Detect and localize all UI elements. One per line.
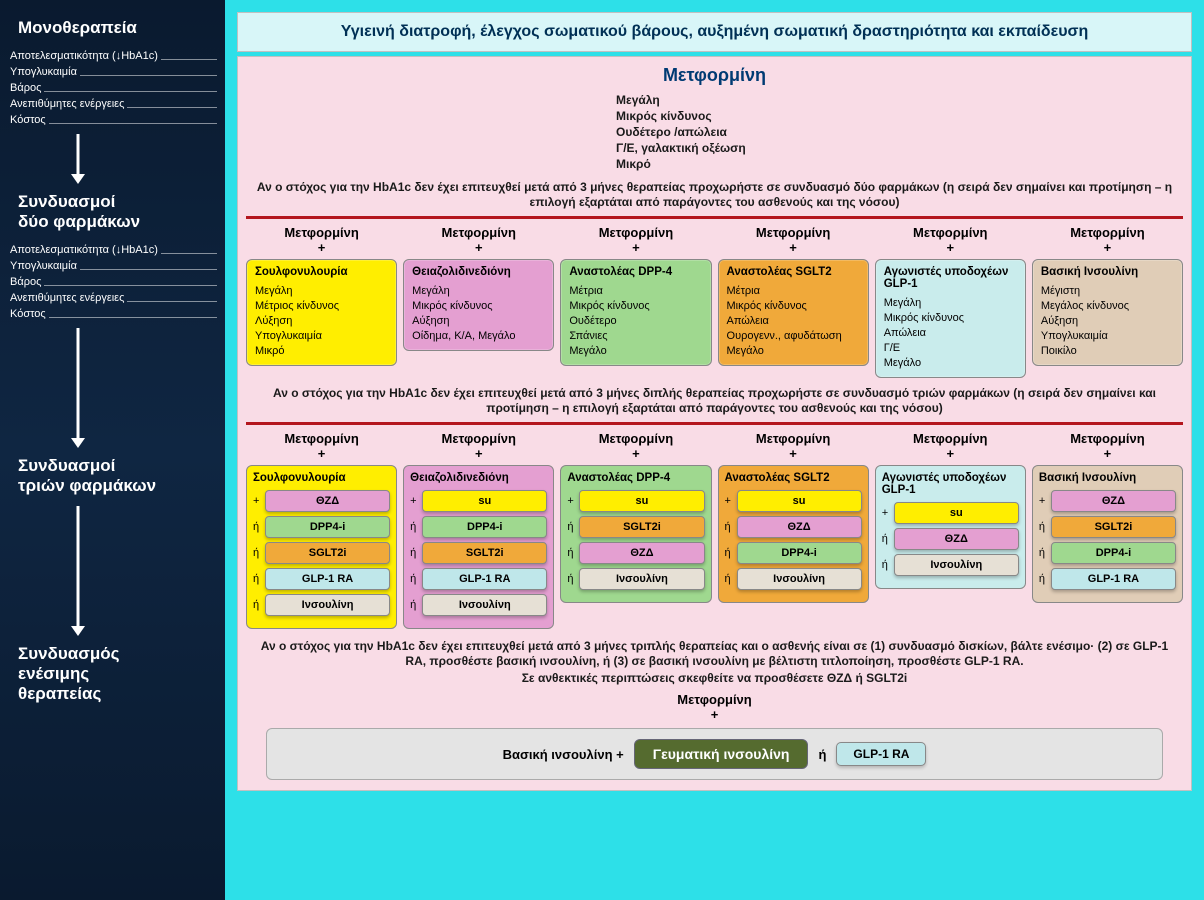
pill-glp1: GLP-1 RA	[1051, 568, 1176, 590]
attrs-block-2: Αποτελεσματικότητα (↓HbA1c) Υπογλυκαιμία…	[10, 242, 217, 322]
note-inject-b: Σε ανθεκτικές περιπτώσεις σκεφθείτε να π…	[256, 671, 1173, 686]
stage-3-title-b: τριών φαρμάκων	[18, 476, 217, 496]
triple-sglt2: Αναστολέας SGLT2 +su ήΘΖΔ ήDPP4-i ήΙνσου…	[718, 465, 869, 603]
page-root: Μονοθεραπεία Αποτελεσματικότητα (↓HbA1c)…	[0, 0, 1204, 900]
pill-tzd: ΘΖΔ	[1051, 490, 1176, 512]
note-inject-a: Αν ο στόχος για την HbA1c δεν έχει επιτε…	[256, 639, 1173, 669]
stage-1-title: Μονοθεραπεία	[18, 18, 217, 38]
pill-tzd: ΘΖΔ	[894, 528, 1019, 550]
card-tzd: Θειαζολιδινεδιόνη Μεγάλη Μικρός κίνδυνος…	[403, 259, 554, 351]
stage-3-title-a: Συνδυασμοί	[18, 456, 217, 476]
stage-4-title-c: θεραπείας	[18, 684, 217, 704]
pill-ins: Ινσουλίνη	[265, 594, 390, 616]
pill-prandial: Γευματική ινσουλίνη	[634, 739, 809, 769]
stage-2-title-b: δύο φαρμάκων	[18, 212, 217, 232]
triple-row: Σουλφονυλουρία +ΘΖΔ ήDPP4-i ήSGLT2i ήGLP…	[246, 461, 1183, 629]
metformin-attrs: Μεγάλη Μικρός κίνδυνος Ουδέτερο /απώλεια…	[616, 92, 1183, 172]
attr-cost: Κόστος	[10, 112, 46, 128]
divider	[246, 422, 1183, 425]
pill-glp1: GLP-1 RA	[265, 568, 390, 590]
card-glp1: Αγωνιστές υποδοχέων GLP-1 Μεγάλη Μικρός …	[875, 259, 1026, 378]
card-insulin: Βασική Ινσουλίνη Μέγιστη Μεγάλος κίνδυνο…	[1032, 259, 1183, 366]
dual-headers: Μετφορμίνη+ Μετφορμίνη+ Μετφορμίνη+ Μετφ…	[246, 225, 1183, 255]
pill-ins: Ινσουλίνη	[579, 568, 704, 590]
pill-sglt2: SGLT2i	[1051, 516, 1176, 538]
stage-4-title-b: ενέσιμης	[18, 664, 217, 684]
divider	[246, 216, 1183, 219]
attr-efficacy: Αποτελεσματικότητα (↓HbA1c)	[10, 48, 158, 64]
pill-su: su	[422, 490, 547, 512]
dual-row: Σουλφονυλουρία Μεγάλη Μέτριος κίνδυνος Λ…	[246, 255, 1183, 378]
pill-dpp4: DPP4-i	[737, 542, 862, 564]
pill-su: su	[894, 502, 1019, 524]
pill-tzd: ΘΖΔ	[579, 542, 704, 564]
pill-glp1: GLP-1 RA	[422, 568, 547, 590]
pill-sglt2: SGLT2i	[579, 516, 704, 538]
arrow-down-icon	[68, 134, 88, 184]
card-su: Σουλφονυλουρία Μεγάλη Μέτριος κίνδυνος Λ…	[246, 259, 397, 366]
inject-box: Βασική ινσουλίνη + Γευματική ινσουλίνη ή…	[266, 728, 1163, 780]
triple-dpp4: Αναστολέας DPP-4 +su ήSGLT2i ήΘΖΔ ήΙνσου…	[560, 465, 711, 603]
pill-dpp4: DPP4-i	[265, 516, 390, 538]
note-dual: Αν ο στόχος για την HbA1c δεν έχει επιτε…	[256, 180, 1173, 210]
metformin-title: Μετφορμίνη	[246, 65, 1183, 86]
basal-label: Βασική ινσουλίνη +	[503, 747, 624, 762]
card-sglt2: Αναστολέας SGLT2 Μέτρια Μικρός κίνδυνος …	[718, 259, 869, 366]
pill-ins: Ινσουλίνη	[737, 568, 862, 590]
stage-4-title-a: Συνδυασμός	[18, 644, 217, 664]
attr-side: Ανεπιθύμητες ενέργειες	[10, 96, 124, 112]
attr-hypo: Υπογλυκαιμία	[10, 64, 77, 80]
attrs-block-1: Αποτελεσματικότητα (↓HbA1c) Υπογλυκαιμία…	[10, 48, 217, 128]
triple-glp1: Αγωνιστές υποδοχέων GLP-1 +su ήΘΖΔ ήΙνσο…	[875, 465, 1026, 589]
arrow-down-icon	[68, 328, 88, 448]
stage-2-title-a: Συνδυασμοί	[18, 192, 217, 212]
pill-ins: Ινσουλίνη	[422, 594, 547, 616]
attr-weight: Βάρος	[10, 80, 41, 96]
triple-insulin: Βασική Ινσουλίνη +ΘΖΔ ήSGLT2i ήDPP4-i ήG…	[1032, 465, 1183, 603]
main-panel: Υγιεινή διατροφή, έλεγχος σωματικού βάρο…	[225, 0, 1204, 900]
arrow-down-icon	[68, 506, 88, 636]
pill-glp1-inject: GLP-1 RA	[836, 742, 926, 766]
inject-metformin: Μετφορμίνη +	[246, 692, 1183, 722]
triple-su: Σουλφονυλουρία +ΘΖΔ ήDPP4-i ήSGLT2i ήGLP…	[246, 465, 397, 629]
pill-ins: Ινσουλίνη	[894, 554, 1019, 576]
pill-sglt2: SGLT2i	[265, 542, 390, 564]
pill-tzd: ΘΖΔ	[737, 516, 862, 538]
sidebar: Μονοθεραπεία Αποτελεσματικότητα (↓HbA1c)…	[0, 0, 225, 900]
pill-su: su	[737, 490, 862, 512]
pill-dpp4: DPP4-i	[1051, 542, 1176, 564]
lifestyle-banner: Υγιεινή διατροφή, έλεγχος σωματικού βάρο…	[237, 12, 1192, 52]
pill-tzd: ΘΖΔ	[265, 490, 390, 512]
pill-sglt2: SGLT2i	[422, 542, 547, 564]
note-triple: Αν ο στόχος για την HbA1c δεν έχει επιτε…	[256, 386, 1173, 416]
pill-dpp4: DPP4-i	[422, 516, 547, 538]
triple-tzd: Θειαζολιδινεδιόνη +su ήDPP4-i ήSGLT2i ήG…	[403, 465, 554, 629]
triple-headers: Μετφορμίνη+ Μετφορμίνη+ Μετφορμίνη+ Μετφ…	[246, 431, 1183, 461]
card-dpp4: Αναστολέας DPP-4 Μέτρια Μικρός κίνδυνος …	[560, 259, 711, 366]
pill-su: su	[579, 490, 704, 512]
treatment-panel: Μετφορμίνη Μεγάλη Μικρός κίνδυνος Ουδέτε…	[237, 56, 1192, 791]
